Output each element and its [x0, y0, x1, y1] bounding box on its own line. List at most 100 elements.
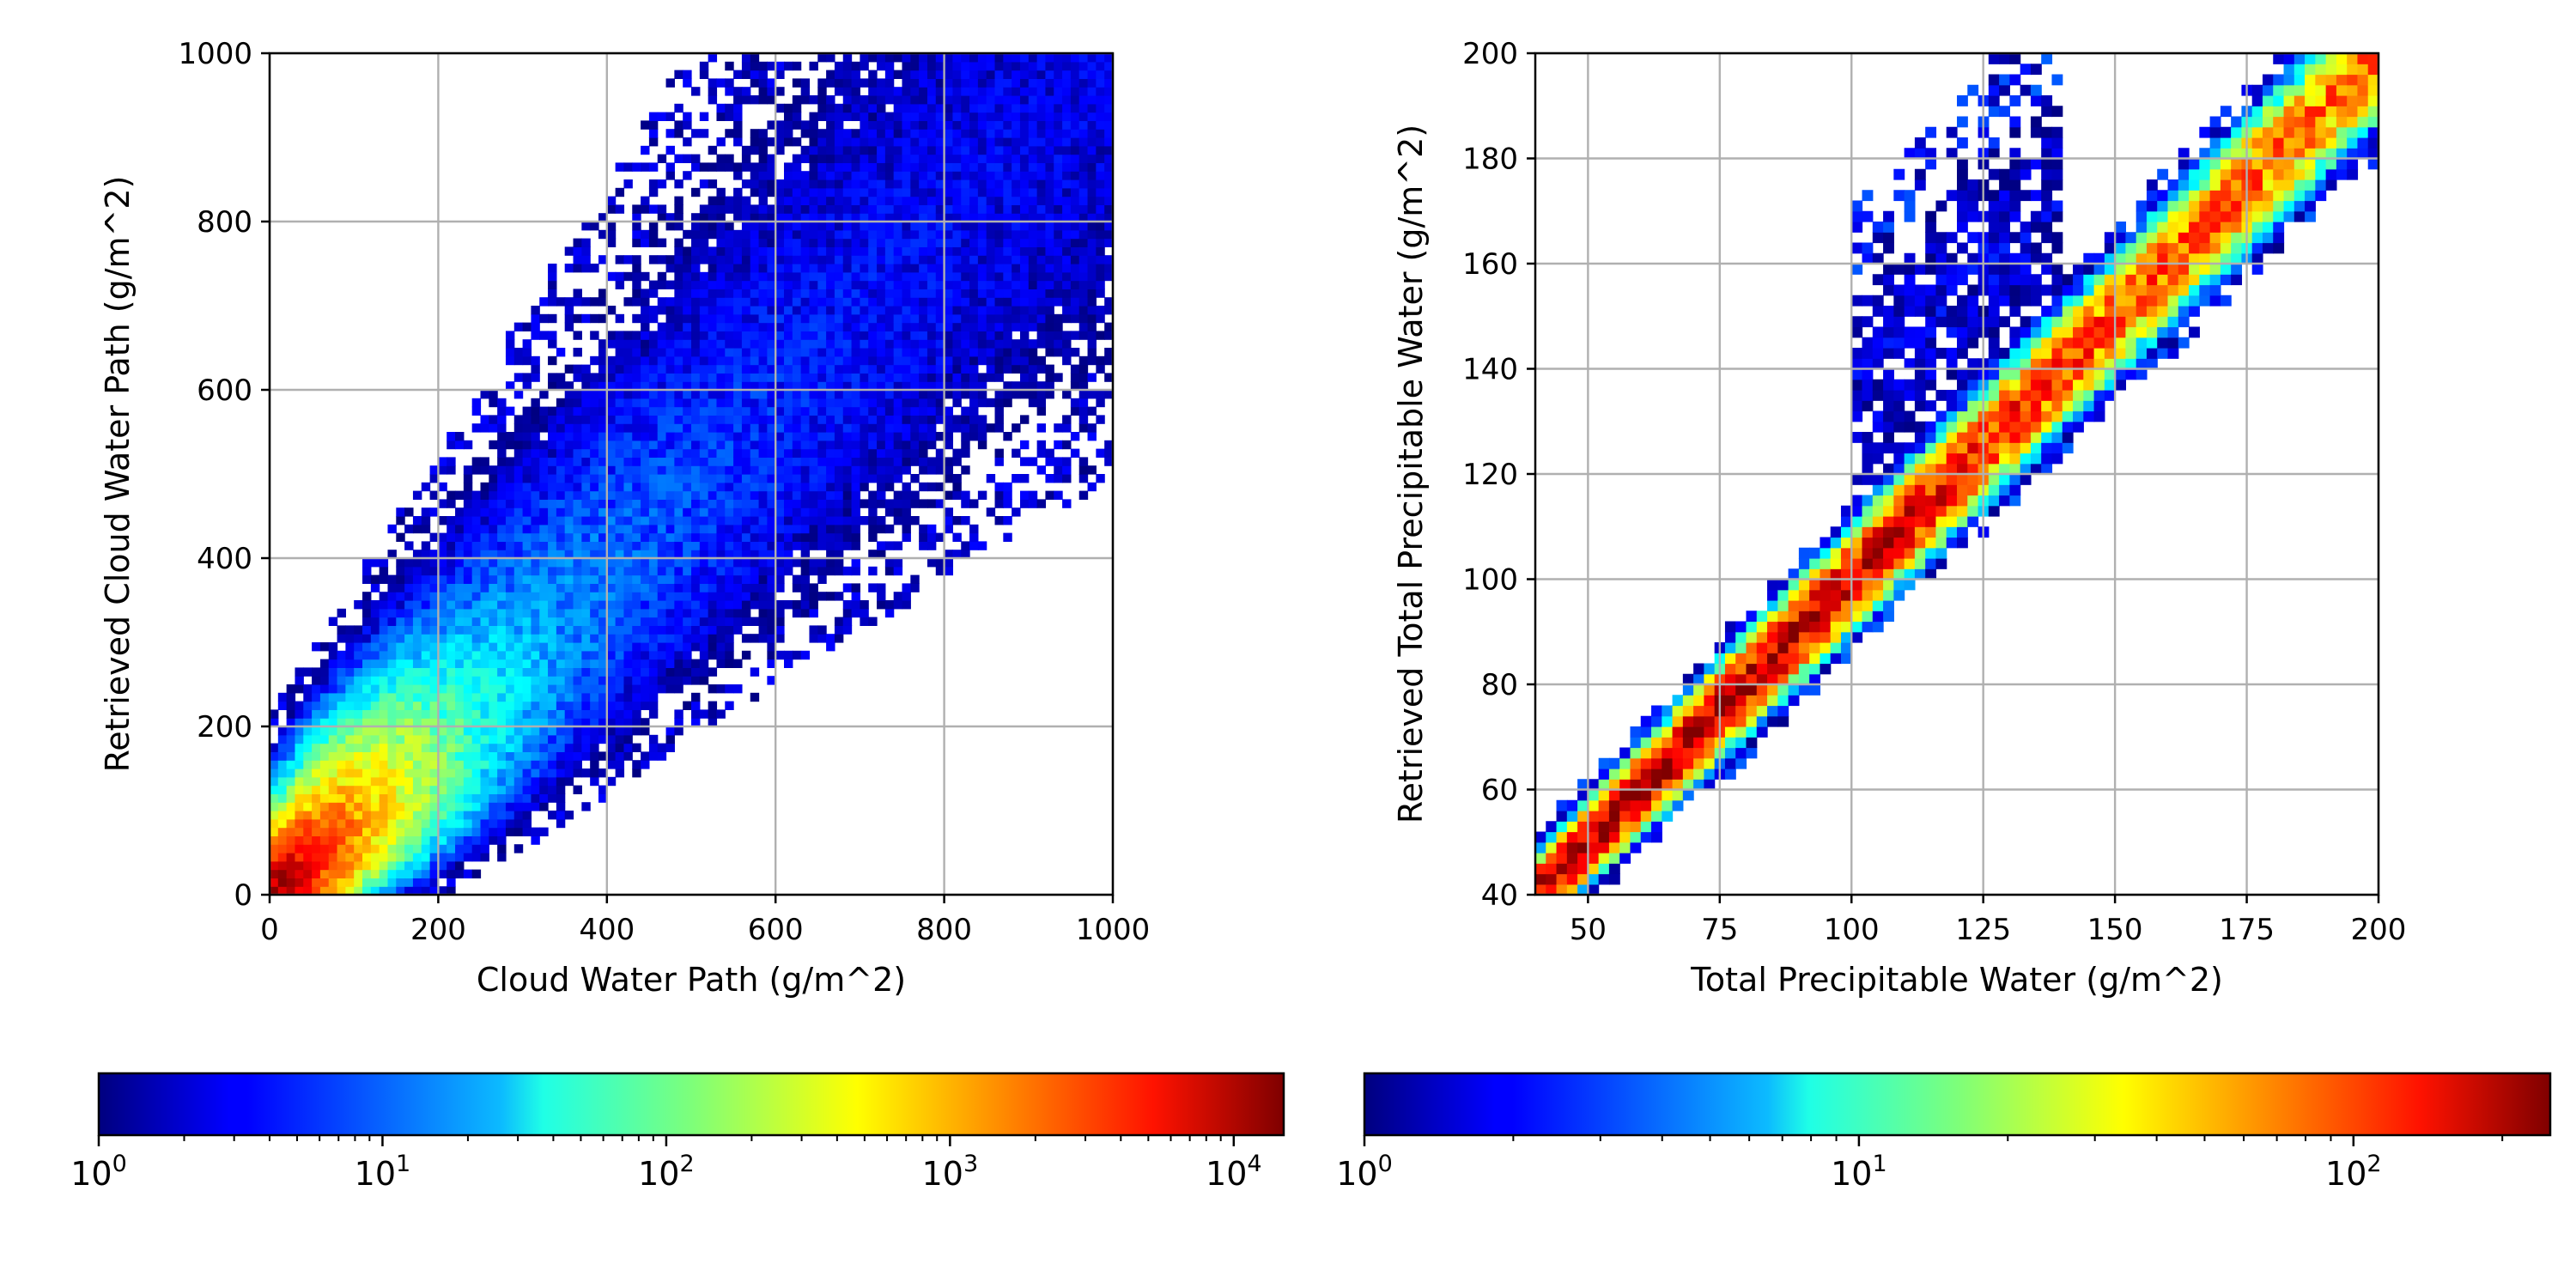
heatmap-cell	[548, 650, 557, 660]
heatmap-cell	[826, 592, 835, 601]
heatmap-cell	[354, 734, 363, 744]
heatmap-cell	[910, 255, 920, 264]
heatmap-cell	[480, 550, 489, 559]
heatmap-cell	[598, 650, 608, 660]
heatmap-cell	[792, 558, 802, 568]
heatmap-cell	[826, 204, 835, 214]
heatmap-cell	[615, 541, 625, 550]
heatmap-cell	[792, 171, 802, 180]
heatmap-cell	[944, 297, 954, 307]
heatmap-cell	[952, 264, 962, 273]
heatmap-cell	[994, 516, 1004, 526]
heatmap-cell	[573, 364, 582, 374]
heatmap-cell	[522, 726, 532, 736]
heatmap-cell	[674, 541, 683, 550]
heatmap-cell	[641, 297, 650, 307]
heatmap-cell	[590, 776, 599, 787]
heatmap-cell	[834, 246, 844, 256]
heatmap-cell	[362, 667, 372, 677]
heatmap-cell	[1036, 331, 1047, 340]
heatmap-cell	[708, 415, 718, 424]
heatmap-cell	[784, 306, 793, 315]
heatmap-cell	[1012, 423, 1021, 433]
heatmap-cell	[573, 550, 582, 559]
heatmap-cell	[641, 423, 650, 433]
heatmap-cell	[354, 853, 363, 862]
heatmap-cell	[1078, 457, 1089, 466]
heatmap-cell	[564, 634, 574, 643]
heatmap-cell	[1028, 457, 1038, 466]
heatmap-cell	[902, 583, 911, 592]
heatmap-cell	[800, 490, 811, 500]
heatmap-cell	[539, 734, 549, 744]
heatmap-cell	[573, 507, 582, 517]
heatmap-cell	[977, 87, 987, 96]
heatmap-cell	[691, 373, 701, 382]
heatmap-cell	[404, 811, 414, 820]
heatmap-cell	[531, 415, 540, 424]
heatmap-cell	[1003, 499, 1012, 508]
heatmap-cell	[792, 196, 802, 205]
heatmap-cell	[834, 440, 844, 450]
heatmap-cell	[573, 516, 582, 526]
heatmap-cell	[606, 692, 617, 702]
heatmap-cell	[716, 238, 726, 247]
heatmap-cell	[834, 179, 844, 189]
heatmap-cell	[800, 78, 811, 88]
heatmap-cell	[1003, 103, 1012, 113]
heatmap-cell	[977, 187, 987, 197]
heatmap-cell	[623, 348, 633, 357]
heatmap-cell	[404, 558, 414, 568]
heatmap-cell	[1019, 95, 1030, 105]
heatmap-cell	[977, 238, 987, 247]
heatmap-cell	[800, 313, 811, 324]
heatmap-cell	[826, 474, 835, 483]
heatmap-cell	[1078, 289, 1089, 298]
heatmap-cell	[615, 162, 625, 172]
heatmap-cell	[842, 61, 853, 71]
heatmap-cell	[1019, 53, 1030, 63]
heatmap-cell	[902, 95, 911, 105]
heatmap-cell	[438, 802, 447, 811]
heatmap-cell	[1054, 246, 1063, 256]
heatmap-cell	[775, 432, 785, 441]
heatmap-cell	[471, 734, 482, 744]
heatmap-cell	[455, 600, 465, 610]
heatmap-cell	[1045, 120, 1054, 130]
heatmap-cell	[884, 322, 895, 331]
heatmap-cell	[548, 734, 557, 744]
heatmap-cell	[683, 423, 692, 433]
heatmap-cell	[379, 718, 389, 727]
heatmap-cell	[615, 423, 625, 433]
heatmap-cell	[463, 743, 473, 752]
heatmap-cell	[1045, 213, 1054, 222]
heatmap-cell	[884, 264, 895, 273]
heatmap-cell	[851, 222, 860, 231]
heatmap-cell	[842, 229, 853, 240]
heatmap-cell	[952, 381, 962, 391]
heatmap-cell	[800, 187, 811, 197]
heatmap-cell	[564, 684, 574, 694]
heatmap-cell	[699, 162, 709, 172]
heatmap-cell	[648, 280, 659, 289]
heatmap-cell	[961, 179, 970, 189]
heatmap-cell	[606, 229, 617, 240]
heatmap-cell	[581, 432, 591, 441]
heatmap-cell	[337, 743, 346, 752]
heatmap-cell	[868, 87, 878, 96]
heatmap-cell	[758, 457, 768, 466]
heatmap-cell	[826, 390, 835, 399]
heatmap-cell	[758, 331, 768, 340]
heatmap-cell	[699, 490, 709, 500]
heatmap-cell	[842, 583, 853, 592]
heatmap-cell	[826, 103, 835, 113]
heatmap-cell	[513, 793, 524, 803]
heatmap-cell	[725, 617, 734, 626]
heatmap-cell	[463, 608, 473, 618]
heatmap-cell	[463, 802, 473, 811]
heatmap-cell	[910, 457, 920, 466]
heatmap-cell	[1028, 70, 1038, 79]
heatmap-cell	[345, 726, 355, 736]
heatmap-cell	[1036, 398, 1047, 408]
heatmap-cell	[733, 558, 743, 568]
